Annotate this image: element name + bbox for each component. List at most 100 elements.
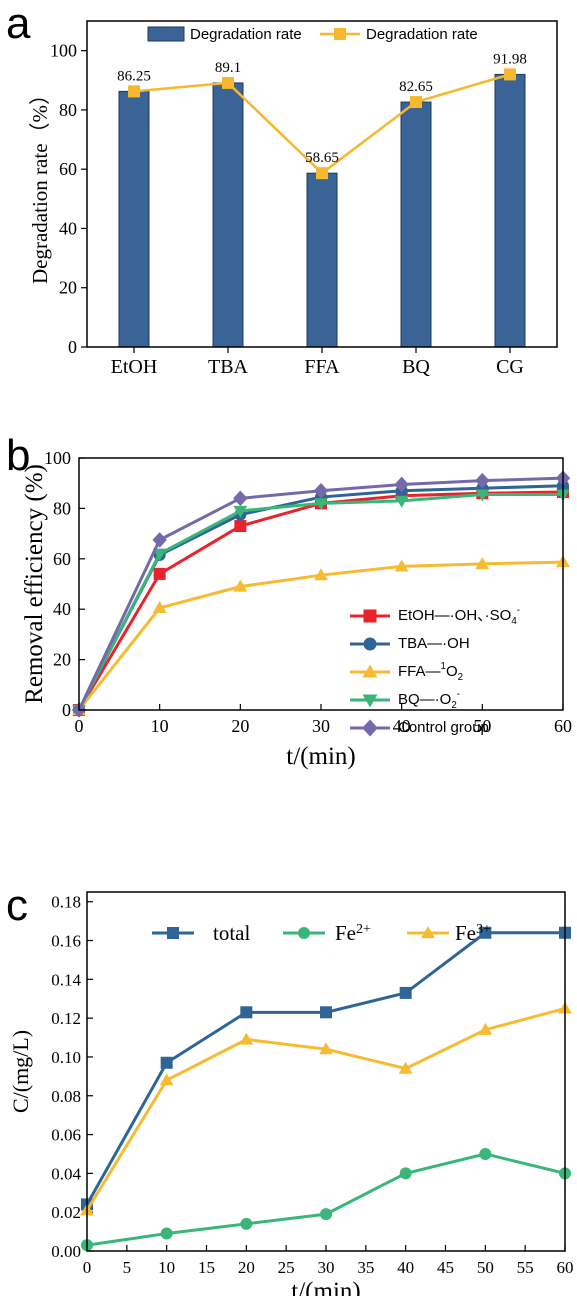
data-label-a: 89.1 [215, 60, 241, 76]
y-tick-label-c: 0.06 [51, 1126, 81, 1145]
x-tick-label-c: 30 [318, 1258, 335, 1277]
y-tick-label-a: 80 [59, 100, 77, 120]
line-series-c [85, 1006, 566, 1212]
x-tick-label-c: 45 [437, 1258, 454, 1277]
legend-label-c: total [213, 921, 250, 945]
line-point-a [504, 68, 516, 81]
chart-c-iron-concentration: 0.00 0.02 0.04 0.06 0.08 0.10 0.12 0.14 0.16 0.18… [8, 891, 574, 1301]
y-tick-label-a: 40 [59, 218, 77, 238]
legend-swatch-bar-a [147, 26, 185, 42]
legend-label-bar-a: Degradation rate [190, 26, 302, 43]
line-point-b [314, 498, 328, 511]
y-tick-label-c: 0.10 [51, 1048, 81, 1067]
legend-marker-a [334, 28, 346, 40]
x-tick-label-c: 60 [557, 1258, 574, 1277]
data-label-a: 86.25 [117, 68, 151, 84]
plot-frame-c [86, 891, 566, 1252]
bar-a [212, 82, 244, 348]
line-point-c [319, 1042, 333, 1055]
line-point-c [239, 1032, 254, 1045]
y-tick-label-a: 60 [59, 159, 77, 179]
x-tick-label-b: 50 [473, 716, 491, 736]
data-label-a: 58.65 [305, 150, 339, 166]
line-point-b [475, 556, 490, 569]
plot-frame-a [86, 20, 558, 348]
line-series-b [77, 560, 564, 711]
data-label-a: 82.65 [399, 79, 433, 95]
line-point-c [240, 1217, 253, 1230]
legend-marker-b [362, 719, 378, 737]
x-tick-label-a: CG [496, 356, 524, 378]
y-tick-label-b: 60 [53, 549, 71, 569]
y-tick-label-b: 100 [44, 448, 71, 468]
x-axis-label-b: t/(min) [286, 743, 355, 770]
x-tick-label-a: TBA [208, 356, 249, 378]
x-axis-label-c: t/(min) [291, 1278, 360, 1296]
legend-marker-b [363, 637, 377, 651]
line-point-c [399, 986, 412, 999]
legend-marker-c [298, 927, 310, 939]
y-tick-label-b: 40 [53, 599, 71, 619]
y-tick-label-a: 20 [59, 278, 77, 298]
line-point-c [398, 1061, 413, 1074]
line-series-b [77, 493, 563, 711]
bar-a [494, 73, 526, 348]
panel-c: c 0.00 0.02 0.04 0.06 0.08 0.10 0.12 0.14 0.16 0.… [0, 880, 577, 1301]
panel-a: a 0 20 40 60 80 100 EtOH TBA FFA BQ CG 86.25 89.1 58.… [0, 0, 577, 400]
y-axis-label-b: Removal efficiency (%) [21, 464, 48, 704]
x-tick-label-b: 10 [151, 716, 169, 736]
legend-label-b: EtOH—·OH、·SO4- [398, 605, 520, 627]
line-series-b [77, 490, 564, 711]
line-series-c [85, 931, 565, 1206]
x-tick-label-b: 30 [312, 716, 330, 736]
line-series-b [77, 476, 564, 711]
line-point-a [316, 167, 328, 180]
x-tick-label-b: 20 [231, 716, 249, 736]
legend-marker-b [362, 694, 378, 708]
chart-b-removal-efficiency: 0 20 40 60 80 100 0 10 20 30 40 50 60 EtOH—·OH、·SO4- T… [21, 448, 572, 770]
line-series-c [86, 1152, 566, 1247]
line-point-b [233, 579, 248, 592]
line-point-b [314, 568, 328, 581]
line-point-b [394, 495, 409, 508]
line-point-c [478, 1022, 493, 1035]
line-point-b [152, 532, 167, 548]
data-label-a: 91.98 [493, 51, 527, 67]
x-tick-label-c: 5 [123, 1258, 132, 1277]
line-point-b [153, 567, 166, 580]
x-tick-label-b: 40 [393, 716, 411, 736]
x-tick-label-c: 55 [517, 1258, 534, 1277]
x-tick-label-c: 35 [357, 1258, 374, 1277]
plot-frame-b [78, 457, 564, 711]
line-point-a [128, 85, 140, 98]
bar-a [306, 172, 338, 348]
legend-label-line-a: Degradation rate [366, 26, 478, 43]
line-point-b [394, 559, 409, 572]
x-tick-label-b: 0 [75, 716, 84, 736]
y-tick-label-c: 0.02 [51, 1203, 81, 1222]
panel-letter-b: b [6, 431, 31, 480]
line-point-c [399, 1167, 412, 1180]
y-tick-label-c: 0.08 [51, 1087, 81, 1106]
legend-marker-b [362, 664, 378, 678]
y-axis-label-c: C/(mg/L) [8, 1030, 33, 1113]
y-tick-label-a: 0 [68, 337, 77, 357]
line-point-c [240, 1006, 253, 1019]
x-tick-label-c: 25 [278, 1258, 295, 1277]
y-tick-label-b: 20 [53, 650, 71, 670]
x-tick-label-c: 20 [238, 1258, 255, 1277]
x-tick-label-c: 10 [158, 1258, 175, 1277]
line-point-b [234, 520, 247, 533]
legend-marker-b [363, 609, 377, 623]
legend-marker-c [421, 926, 435, 939]
x-tick-label-c: 0 [83, 1258, 92, 1277]
x-tick-label-b: 60 [554, 716, 572, 736]
line-point-b [152, 548, 167, 561]
panel-letter-a: a [6, 0, 31, 48]
y-tick-label-c: 0.12 [51, 1009, 81, 1028]
line-point-c [320, 1006, 332, 1019]
legend-label-b: TBA—·OH [398, 635, 470, 652]
legend-label-b: BQ—·O2- [398, 689, 460, 711]
x-tick-label-a: BQ [402, 356, 430, 378]
panel-letter-c: c [6, 881, 28, 930]
